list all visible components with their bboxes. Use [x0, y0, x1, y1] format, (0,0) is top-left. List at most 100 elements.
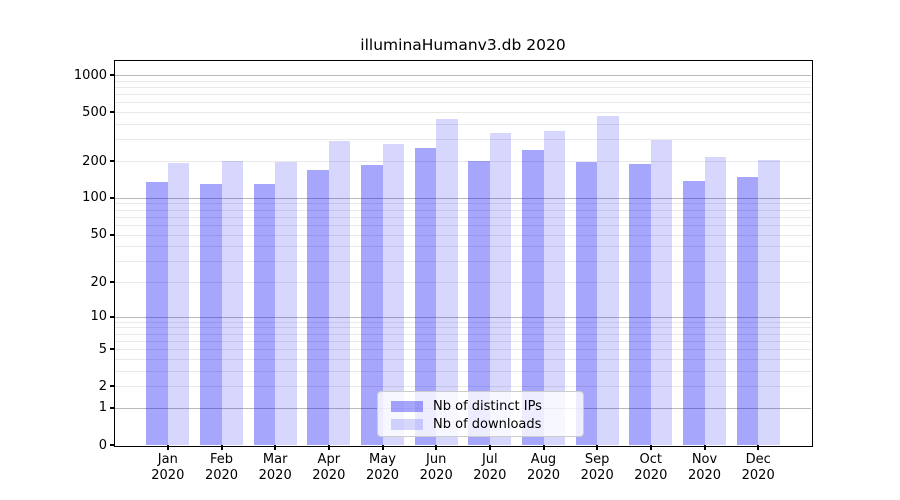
minor-gridline: [115, 124, 811, 125]
bar-ips-feb: [200, 183, 222, 445]
x-tick-month: Apr: [317, 452, 341, 467]
x-tick: [327, 445, 330, 450]
x-tick-year: 2020: [151, 467, 185, 483]
bar-ips-mar: [253, 183, 276, 445]
bar-ips-jul: [468, 160, 490, 445]
y-tick: [110, 385, 115, 388]
major-gridline: [115, 75, 811, 76]
x-tick-label: Nov 2020: [672, 452, 738, 483]
minor-gridline: [115, 102, 811, 104]
bar-ips-aug: [522, 150, 544, 445]
grid-layer: 0 1 2 5 10 20 50 100 200 500 1000 Jan 2020 Feb 2020 Mar…: [74, 61, 811, 483]
plot-area: 0 1 2 5 10 20 50 100 200 500 1000 Jan 2020 Feb 2020 Mar…: [74, 59, 813, 483]
minor-gridline: [115, 358, 811, 360]
major-gridline: [115, 197, 811, 199]
legend: Nb of distinct IPs Nb of downloads: [377, 391, 584, 437]
minor-gridline: [115, 139, 811, 141]
x-tick-month: Nov: [691, 452, 718, 467]
bar-downloads-aug: [543, 131, 565, 445]
minor-gridline: [115, 87, 811, 88]
x-tick-label: May 2020: [350, 452, 416, 483]
x-tick-year: 2020: [687, 467, 722, 483]
x-tick-year: 2020: [419, 467, 453, 483]
bar-downloads-sep: [597, 115, 619, 445]
legend-row-downloads: Nb of downloads: [391, 415, 583, 433]
minor-gridline: [115, 234, 811, 236]
bar-downloads-jul: [489, 133, 512, 445]
x-tick: [596, 445, 599, 450]
minor-gridline: [115, 161, 811, 162]
bar-ips-nov: [683, 180, 705, 445]
legend-label-ips: Nb of distinct IPs: [433, 398, 542, 414]
bars-layer: [115, 61, 811, 445]
minor-gridline: [115, 112, 811, 114]
bar-downloads-dec: [758, 160, 780, 445]
minor-gridline: [115, 282, 811, 283]
minor-gridline: [115, 209, 811, 211]
bar-downloads-mar: [275, 162, 297, 445]
x-tick-month: May: [369, 452, 396, 467]
legend-swatch-ips: [391, 400, 423, 412]
x-tick-label: Mar 2020: [242, 452, 308, 483]
bar-ips-oct: [629, 164, 651, 445]
x-tick-month: Jun: [426, 452, 447, 467]
bar-downloads-jun: [436, 119, 458, 445]
x-tick-year: 2020: [580, 467, 614, 483]
x-tick-label: Dec 2020: [725, 452, 791, 483]
x-tick-label: Oct 2020: [618, 452, 684, 483]
x-tick-year: 2020: [312, 467, 346, 483]
bar-downloads-nov: [704, 157, 726, 445]
bar-downloads-oct: [650, 139, 673, 445]
x-tick-label: Feb 2020: [189, 452, 255, 483]
legend-label-downloads: Nb of downloads: [433, 416, 542, 432]
bar-ips-dec: [736, 176, 759, 445]
x-tick-month: Aug: [530, 452, 557, 467]
bar-ips-jun: [414, 147, 437, 445]
x-tick: [649, 445, 652, 450]
y-tick: [110, 233, 115, 236]
x-tick-month: Jul: [481, 452, 498, 467]
y-tick: [110, 74, 115, 76]
bar-ips-may: [361, 165, 383, 445]
y-tick: [110, 111, 115, 114]
x-tick: [488, 445, 491, 450]
minor-gridline: [115, 327, 811, 329]
x-tick-year: 2020: [526, 467, 561, 483]
minor-gridline: [115, 261, 811, 263]
legend-swatch-downloads: [391, 418, 423, 430]
x-tick: [757, 445, 760, 450]
bar-downloads-may: [382, 144, 404, 445]
minor-gridline: [115, 94, 811, 96]
y-tick: [110, 406, 115, 409]
x-tick: [220, 445, 223, 450]
y-tick: [110, 281, 115, 283]
minor-gridline: [115, 386, 811, 388]
minor-gridline: [115, 370, 811, 372]
x-tick-year: 2020: [473, 467, 507, 483]
y-tick-label: 100: [82, 190, 107, 206]
minor-gridline: [115, 246, 811, 248]
y-tick-label: 2: [98, 378, 107, 394]
y-tick-label: 50: [90, 227, 107, 242]
x-tick-label: Aug 2020: [511, 452, 577, 483]
minor-gridline: [115, 203, 811, 205]
chart-title: illuminaHumanv3.db 2020: [360, 36, 566, 54]
y-tick-label: 500: [82, 104, 107, 120]
y-tick-label: 1000: [73, 67, 107, 83]
minor-gridline: [115, 321, 811, 323]
major-gridline: [115, 316, 811, 318]
y-tick: [110, 160, 115, 162]
x-tick: [381, 445, 384, 450]
minor-gridline: [115, 80, 811, 82]
x-tick-month: Dec: [745, 452, 771, 467]
x-tick-month: Feb: [209, 452, 234, 467]
y-tick: [110, 444, 115, 446]
x-tick-label: Apr 2020: [296, 452, 362, 483]
minor-gridline: [115, 224, 811, 226]
legend-row-ips: Nb of distinct IPs: [391, 397, 583, 415]
y-tick-label: 5: [98, 341, 107, 357]
x-tick-label: Jan 2020: [135, 452, 201, 483]
x-tick-month: Oct: [639, 452, 663, 467]
y-tick-label: 10: [90, 309, 107, 325]
